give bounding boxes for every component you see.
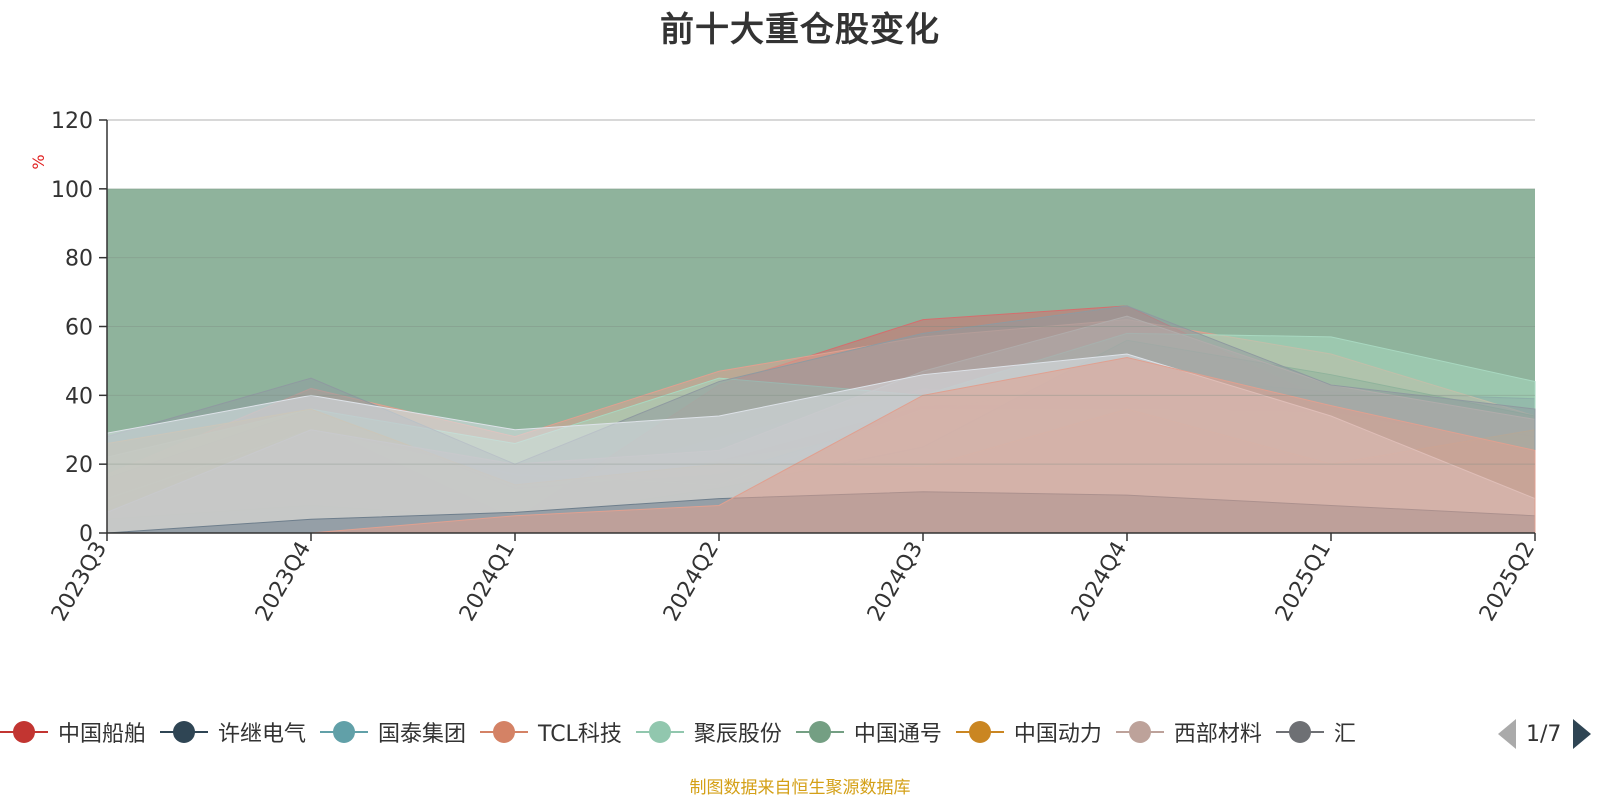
triangle-left-icon[interactable] xyxy=(1498,719,1516,749)
y-tick-label: 20 xyxy=(65,453,93,478)
legend-label: 中国通号 xyxy=(853,722,942,747)
x-tick-label: 2024Q4 xyxy=(1067,538,1132,626)
chart-title: 前十大重仓股变化 xyxy=(660,10,940,50)
y-axis-label: % xyxy=(29,154,48,169)
legend-item[interactable]: 汇 xyxy=(1275,716,1356,748)
legend-marker-icon xyxy=(955,720,1004,744)
legend-item[interactable]: 许继电气 xyxy=(160,716,306,748)
legend-marker-icon xyxy=(795,720,844,744)
legend-item[interactable]: 国泰集团 xyxy=(320,716,466,748)
x-tick-label: 2025Q2 xyxy=(1475,538,1540,626)
x-tick-label: 2023Q4 xyxy=(251,538,316,626)
x-tick-label: 2023Q3 xyxy=(47,538,112,626)
legend-marker-icon xyxy=(1275,720,1324,744)
legend-marker-icon xyxy=(480,720,529,744)
legend-item[interactable]: 中国通号 xyxy=(795,716,942,748)
legend-label: 聚辰股份 xyxy=(693,722,782,747)
y-tick-label: 60 xyxy=(65,316,93,341)
y-tick-label: 100 xyxy=(51,178,93,203)
x-tick-label: 2024Q2 xyxy=(659,538,724,626)
legend-label: 汇 xyxy=(1333,722,1356,747)
source-note: 制图数据来自恒生聚源数据库 xyxy=(689,778,911,798)
legend-marker-icon xyxy=(320,720,369,744)
legend-label: 国泰集团 xyxy=(378,722,467,747)
legend-label: 中国动力 xyxy=(1013,722,1102,747)
legend-item[interactable]: 中国船舶 xyxy=(0,716,146,748)
y-tick-label: 0 xyxy=(79,522,93,547)
legend-item[interactable]: 西部材料 xyxy=(1115,716,1262,748)
legend-marker-icon xyxy=(160,720,209,744)
legend-marker-icon xyxy=(1115,720,1164,744)
legend-label: 中国船舶 xyxy=(58,722,147,747)
legend-marker-icon xyxy=(0,720,48,744)
y-tick-label: 40 xyxy=(65,384,93,409)
series-area xyxy=(107,356,1536,534)
legend-pager: 1/7 xyxy=(1498,716,1600,752)
legend-label: 西部材料 xyxy=(1173,722,1262,747)
x-tick-label: 2024Q1 xyxy=(455,538,520,626)
legend-marker-icon xyxy=(635,720,684,744)
pager-text: 1/7 xyxy=(1526,721,1562,747)
legend: 中国船舶 许继电气 国泰集团 TCL科技 聚辰股份 中国通号 中国动力 西部材料 汇 xyxy=(0,716,1480,752)
triangle-right-icon[interactable] xyxy=(1573,719,1592,749)
y-tick-label: 120 xyxy=(51,109,93,134)
legend-label: TCL科技 xyxy=(538,722,622,747)
legend-label: 许继电气 xyxy=(218,722,307,747)
legend-item[interactable]: 聚辰股份 xyxy=(635,716,782,748)
legend-item[interactable]: 中国动力 xyxy=(955,716,1102,748)
x-tick-label: 2024Q3 xyxy=(863,538,928,626)
legend-item[interactable]: TCL科技 xyxy=(480,716,622,748)
y-tick-label: 80 xyxy=(65,247,93,272)
x-tick-label: 2025Q1 xyxy=(1271,538,1336,626)
